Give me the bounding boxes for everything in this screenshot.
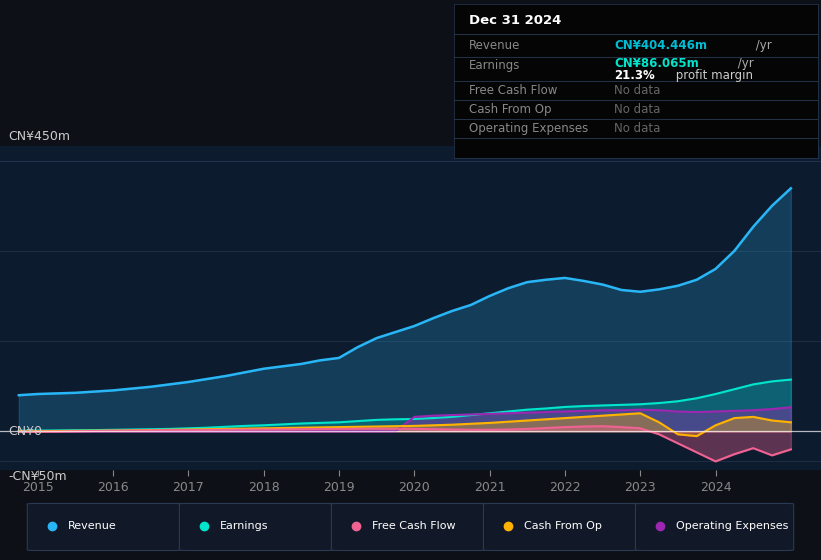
Text: Operating Expenses: Operating Expenses: [469, 122, 588, 136]
Text: Dec 31 2024: Dec 31 2024: [469, 13, 561, 27]
Text: Cash From Op: Cash From Op: [524, 521, 602, 531]
Text: Operating Expenses: Operating Expenses: [676, 521, 788, 531]
FancyBboxPatch shape: [27, 503, 186, 550]
Text: No data: No data: [614, 122, 660, 136]
Text: Cash From Op: Cash From Op: [469, 103, 551, 116]
Text: No data: No data: [614, 84, 660, 97]
Text: /yr: /yr: [752, 39, 772, 52]
Text: CN¥86.065m: CN¥86.065m: [614, 57, 699, 70]
Text: Free Cash Flow: Free Cash Flow: [372, 521, 455, 531]
FancyBboxPatch shape: [635, 503, 794, 550]
Text: CN¥404.446m: CN¥404.446m: [614, 39, 707, 52]
Text: CN¥0: CN¥0: [8, 425, 42, 438]
Text: Earnings: Earnings: [469, 59, 520, 72]
Text: Revenue: Revenue: [67, 521, 117, 531]
Text: -CN¥50m: -CN¥50m: [8, 470, 67, 483]
Text: CN¥450m: CN¥450m: [8, 130, 71, 143]
Text: 21.3%: 21.3%: [614, 69, 655, 82]
FancyBboxPatch shape: [332, 503, 489, 550]
FancyBboxPatch shape: [179, 503, 337, 550]
Text: Earnings: Earnings: [219, 521, 268, 531]
Text: Revenue: Revenue: [469, 39, 520, 52]
Text: No data: No data: [614, 103, 660, 116]
Text: profit margin: profit margin: [672, 69, 753, 82]
Text: Free Cash Flow: Free Cash Flow: [469, 84, 557, 97]
FancyBboxPatch shape: [484, 503, 642, 550]
Text: /yr: /yr: [734, 57, 754, 70]
